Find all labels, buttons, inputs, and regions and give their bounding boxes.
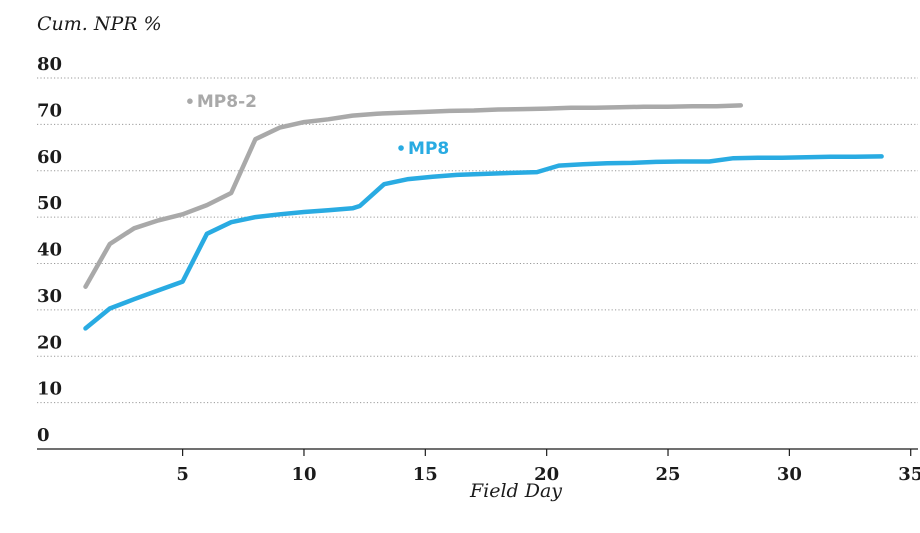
series-line-mp8 bbox=[83, 154, 884, 331]
y-tick-label: 80 bbox=[37, 54, 62, 75]
x-tick-label: 5 bbox=[176, 464, 189, 485]
x-tick-labels: 5 10 15 20 25 30 35 bbox=[176, 449, 920, 485]
x-tick-label: 35 bbox=[898, 464, 920, 485]
x-tick-label: 25 bbox=[655, 464, 680, 485]
y-tick-label: 70 bbox=[37, 100, 62, 121]
series-label-dot bbox=[398, 145, 404, 151]
y-tick-label: 30 bbox=[37, 286, 62, 307]
y-tick-label: 60 bbox=[37, 147, 62, 168]
x-tick-label: 15 bbox=[413, 464, 438, 485]
y-tick-label: 20 bbox=[37, 332, 62, 353]
x-tick-label: 30 bbox=[777, 464, 802, 485]
series-label-mp8: MP8 bbox=[408, 139, 449, 159]
series-labels: MP8-2 MP8 bbox=[187, 92, 449, 159]
y-tick-label: 40 bbox=[37, 240, 62, 261]
y-tick-label: 0 bbox=[37, 425, 50, 446]
series-label-mp8-2: MP8-2 bbox=[197, 92, 257, 112]
y-tick-label: 50 bbox=[37, 193, 62, 214]
y-axis-title: Cum. NPR % bbox=[37, 13, 162, 35]
y-tick-label: 10 bbox=[37, 379, 62, 400]
gridlines bbox=[37, 77, 918, 404]
x-tick-label: 10 bbox=[291, 464, 316, 485]
series-label-dot bbox=[187, 98, 193, 104]
series bbox=[83, 103, 884, 331]
x-tick-label: 20 bbox=[534, 464, 559, 485]
series-line-mp8-2 bbox=[83, 103, 744, 289]
y-tick-labels: 0 10 20 30 40 50 60 70 80 bbox=[37, 54, 62, 446]
x-axis-title: Field Day bbox=[469, 480, 562, 502]
